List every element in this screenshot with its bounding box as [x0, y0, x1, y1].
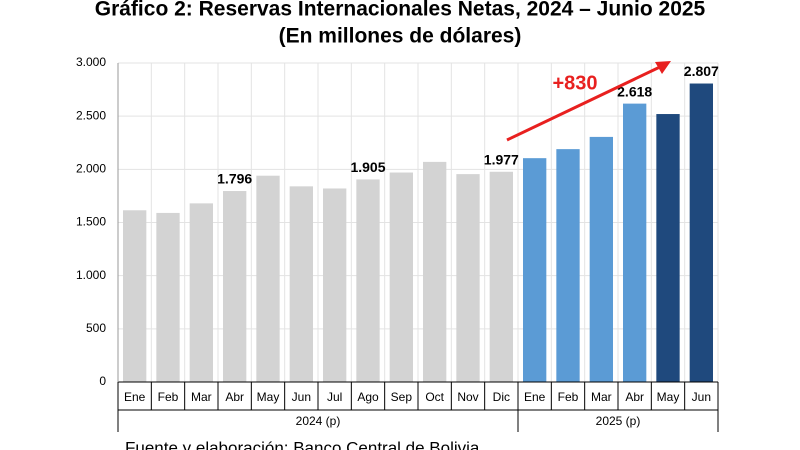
bar	[123, 210, 147, 382]
bar	[589, 136, 613, 382]
data-label: 2.618	[617, 83, 652, 99]
plot: 0 500 1.000 1.500 2.000 2.500 3.000 Ene Feb Mar Ab…	[76, 55, 719, 432]
y-tick-label: 3.000	[76, 55, 106, 69]
data-label: 1.905	[350, 159, 385, 175]
bar	[489, 171, 513, 382]
source: Fuente y elaboración: Banco Central de B…	[125, 438, 480, 450]
y-tick-label: 0	[99, 374, 106, 388]
x-tick-label: May	[657, 390, 680, 404]
bar	[289, 186, 313, 382]
bar	[356, 179, 380, 382]
x-tick-label: Ene	[524, 390, 546, 404]
x-tick-label: Jun	[692, 390, 711, 404]
group-label: 2025 (p)	[596, 414, 641, 428]
x-tick-label: Mar	[191, 390, 212, 404]
x-tick-label: Nov	[457, 390, 478, 404]
bar	[156, 212, 180, 382]
data-label: 2.807	[684, 63, 719, 79]
x-tick-label: Mar	[591, 390, 612, 404]
y-tick-label: 2.000	[76, 162, 106, 176]
bar	[523, 158, 547, 382]
y-tick-label: 1.000	[76, 268, 106, 282]
data-label: 1.796	[217, 171, 252, 187]
y-tick-label: 1.500	[76, 215, 106, 229]
bar	[656, 114, 680, 382]
x-tick-label: Ago	[357, 390, 379, 404]
group-label: 2024 (p)	[296, 414, 341, 428]
bar	[456, 174, 480, 382]
data-label: 1.977	[484, 151, 519, 167]
x-tick-label: Ene	[124, 390, 146, 404]
annotation: +830	[552, 72, 597, 94]
bar	[223, 191, 247, 382]
x-tick-label: Oct	[425, 390, 444, 404]
chart-subtitle: (En millones de dólares)	[279, 25, 522, 48]
x-tick-label: Sep	[391, 390, 413, 404]
y-tick-label: 500	[86, 321, 106, 335]
bar	[323, 188, 347, 382]
bar	[689, 83, 713, 382]
x-tick-label: Feb	[158, 390, 179, 404]
y-tick-label: 2.500	[76, 108, 106, 122]
arrow	[506, 64, 663, 142]
bar	[189, 203, 213, 382]
chart-title: Gráfico 2: Reservas Internacionales Neta…	[95, 0, 706, 21]
x-tick-label: Abr	[625, 390, 644, 404]
x-tick-label: Jun	[292, 390, 311, 404]
x-tick-label: May	[257, 390, 280, 404]
bar	[623, 103, 647, 383]
x-tick-label: Jul	[327, 390, 342, 404]
arrow-head	[655, 61, 671, 74]
bar	[423, 161, 447, 382]
bar	[556, 149, 580, 382]
bar	[389, 172, 413, 382]
x-tick-label: Dic	[493, 390, 510, 404]
x-tick-label: Feb	[558, 390, 579, 404]
bar	[256, 175, 280, 382]
x-tick-label: Abr	[225, 390, 244, 404]
